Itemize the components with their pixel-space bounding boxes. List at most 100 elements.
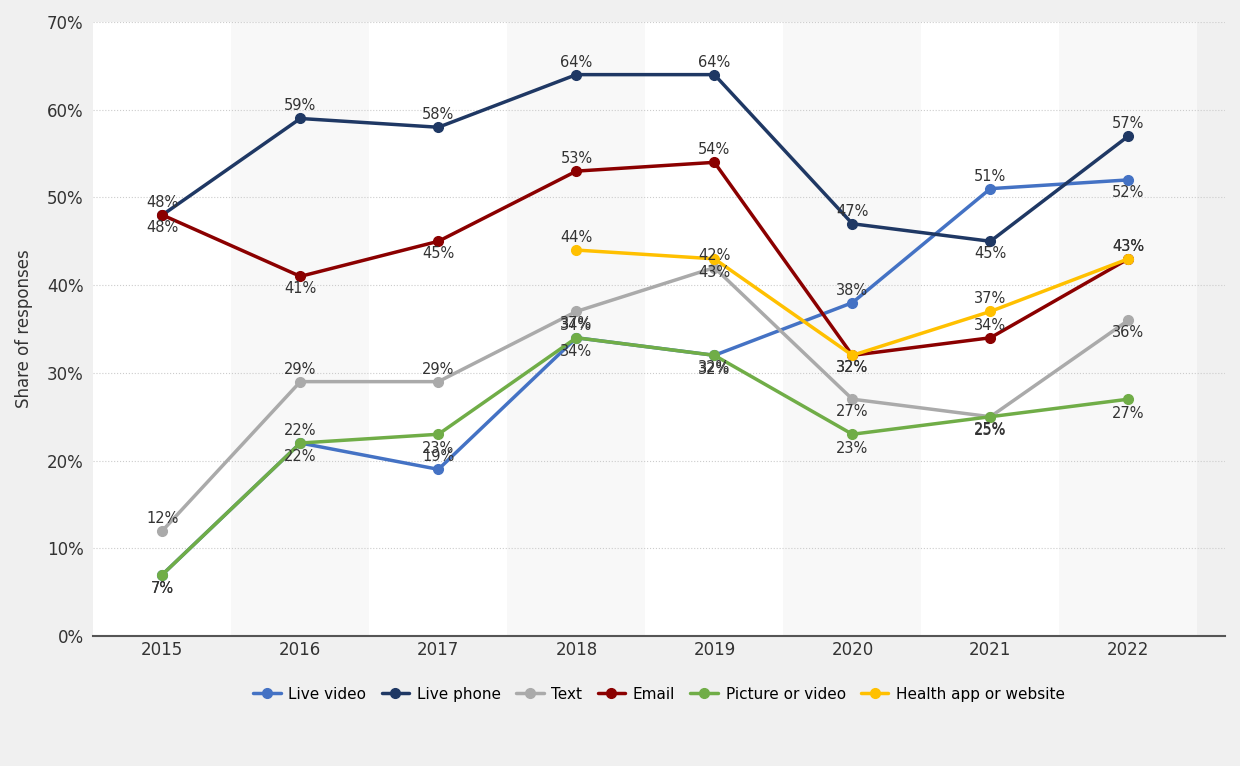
Line: Email: Email [157, 158, 1133, 360]
Text: 43%: 43% [698, 265, 730, 280]
Bar [921, 22, 1059, 636]
Bar [507, 22, 645, 636]
Line: Health app or website: Health app or website [572, 245, 1133, 360]
Legend: Live video, Live phone, Text, Email, Picture or video, Health app or website: Live video, Live phone, Text, Email, Pic… [247, 681, 1071, 709]
Text: 32%: 32% [836, 360, 868, 375]
Text: 27%: 27% [836, 404, 869, 419]
Live video [844, 298, 859, 307]
Text: 45%: 45% [423, 247, 455, 261]
Email [983, 333, 998, 342]
Picture or video [1121, 394, 1136, 404]
Live video [569, 333, 584, 342]
Text: (2.02e+03, 25): (2.02e+03, 25) [983, 412, 998, 421]
Picture or video [293, 438, 308, 447]
Text: 7%: 7% [151, 581, 174, 596]
Text: 42%: 42% [698, 247, 730, 263]
Text: 29%: 29% [284, 362, 316, 377]
Text: 64%: 64% [560, 54, 593, 70]
Health app or website [707, 254, 722, 264]
Line: Text: Text [157, 263, 1133, 535]
Text: 25%: 25% [975, 422, 1007, 437]
Text: 32%: 32% [836, 360, 868, 375]
Text: (2.02e+03, 29): (2.02e+03, 29) [293, 377, 308, 386]
Live phone [983, 237, 998, 246]
Text: 59%: 59% [284, 99, 316, 113]
Text: 52%: 52% [1112, 185, 1145, 200]
Live video [1121, 175, 1136, 185]
Picture or video [569, 333, 584, 342]
Health app or website [1121, 254, 1136, 264]
Text: 23%: 23% [836, 440, 868, 456]
Text: 48%: 48% [146, 195, 179, 210]
Email [1121, 254, 1136, 264]
Text: 43%: 43% [1112, 239, 1145, 254]
Text: 22%: 22% [284, 423, 316, 438]
Text: 27%: 27% [1112, 405, 1145, 421]
Text: (2.02e+03, 42): (2.02e+03, 42) [707, 263, 722, 272]
Text: 19%: 19% [423, 450, 455, 464]
Text: (2.02e+03, 12): (2.02e+03, 12) [155, 526, 170, 535]
Text: 48%: 48% [146, 220, 179, 235]
Live video [983, 184, 998, 193]
Text: 12%: 12% [146, 511, 179, 525]
Text: 53%: 53% [560, 151, 593, 166]
Picture or video [983, 412, 998, 421]
Text: 51%: 51% [975, 169, 1007, 184]
Bar [645, 22, 784, 636]
Email [844, 351, 859, 360]
Health app or website [569, 245, 584, 254]
Live video [707, 351, 722, 360]
Email [432, 237, 446, 246]
Live video [155, 570, 170, 579]
Text: 25%: 25% [975, 423, 1007, 438]
Email [569, 166, 584, 175]
Text: 57%: 57% [1112, 116, 1145, 131]
Line: Live video: Live video [157, 175, 1133, 579]
Picture or video [432, 430, 446, 439]
Live phone [432, 123, 446, 132]
Text: 58%: 58% [423, 107, 455, 123]
Text: 32%: 32% [698, 360, 730, 375]
Text: 44%: 44% [560, 230, 593, 245]
Bar [370, 22, 507, 636]
Line: Picture or video: Picture or video [157, 333, 1133, 579]
Text: 43%: 43% [1112, 239, 1145, 254]
Text: 64%: 64% [698, 54, 730, 70]
Live phone [569, 70, 584, 79]
Bar [784, 22, 921, 636]
Picture or video [155, 570, 170, 579]
Text: 22%: 22% [284, 450, 316, 464]
Email [293, 272, 308, 281]
Text: 37%: 37% [560, 316, 593, 332]
Bar [1059, 22, 1198, 636]
Picture or video [707, 351, 722, 360]
Text: 37%: 37% [975, 291, 1007, 306]
Text: (2.02e+03, 36): (2.02e+03, 36) [1121, 316, 1136, 325]
Live phone [844, 219, 859, 228]
Text: (2.02e+03, 27): (2.02e+03, 27) [844, 394, 859, 404]
Y-axis label: Share of responses: Share of responses [15, 250, 33, 408]
Live video [432, 465, 446, 474]
Bar [232, 22, 370, 636]
Text: 29%: 29% [422, 362, 455, 377]
Text: 23%: 23% [423, 440, 455, 456]
Text: 38%: 38% [836, 283, 868, 298]
Text: 41%: 41% [284, 281, 316, 296]
Text: 47%: 47% [836, 204, 868, 219]
Text: (2.02e+03, 29): (2.02e+03, 29) [432, 377, 446, 386]
Text: 36%: 36% [1112, 326, 1145, 340]
Text: 34%: 34% [560, 318, 593, 332]
Line: Live phone: Live phone [157, 70, 1133, 246]
Text: 7%: 7% [151, 581, 174, 596]
Live video [293, 438, 308, 447]
Text: 32%: 32% [698, 362, 730, 377]
Health app or website [844, 351, 859, 360]
Live phone [293, 114, 308, 123]
Picture or video [844, 430, 859, 439]
Health app or website [983, 307, 998, 316]
Text: (2.02e+03, 37): (2.02e+03, 37) [569, 307, 584, 316]
Email [155, 211, 170, 220]
Live phone [155, 211, 170, 220]
Live phone [707, 70, 722, 79]
Text: 45%: 45% [975, 247, 1007, 261]
